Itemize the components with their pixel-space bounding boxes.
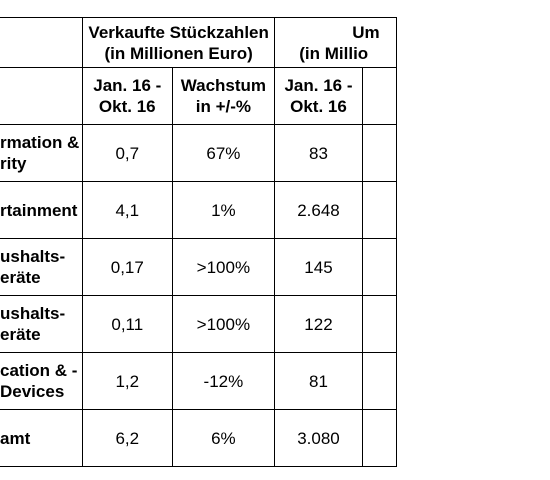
revenue-growth-cell: [361, 352, 398, 410]
header-empty-cell: [0, 67, 84, 125]
revenue-cell: 83: [274, 124, 363, 182]
revenue-growth-cell: [361, 124, 398, 182]
row-label-line2: Devices: [0, 382, 65, 401]
header-row-group: Verkaufte Stückzahlen (in Millionen Euro…: [0, 17, 397, 68]
header-growth-line2: in +/-%: [195, 97, 252, 116]
units-cell: 0,11: [82, 295, 173, 353]
header-units-group: Verkaufte Stückzahlen (in Millionen Euro…: [82, 17, 276, 68]
table-row: rtainment 4,1 1% 2.648: [0, 181, 398, 239]
growth-cell: >100%: [171, 295, 276, 353]
header-revenue-growth-empty: [361, 67, 398, 125]
row-label: rtainment: [0, 181, 84, 239]
header-revenue-period: Jan. 16 - Okt. 16: [274, 67, 363, 125]
header-revenue-period-line2: Okt. 16: [290, 97, 347, 116]
row-label: ushalts- eräte: [0, 295, 84, 353]
revenue-cell: 122: [274, 295, 363, 353]
growth-cell: -12%: [171, 352, 276, 410]
units-cell: 6,2: [82, 409, 173, 467]
table-row-total: amt 6,2 6% 3.080: [0, 409, 398, 467]
revenue-growth-cell: [361, 295, 398, 353]
units-cell: 4,1: [82, 181, 173, 239]
row-label: ushalts- eräte: [0, 238, 84, 296]
header-period-line1: Jan. 16 -: [93, 76, 162, 95]
row-label-line1: amt: [0, 428, 31, 448]
row-label-line1: rtainment: [0, 200, 78, 220]
revenue-cell: 81: [274, 352, 363, 410]
growth-cell: 67%: [171, 124, 276, 182]
table-row: ushalts- eräte 0,17 >100% 145: [0, 238, 398, 296]
row-label: rmation & rity: [0, 124, 84, 182]
growth-cell: 1%: [171, 181, 276, 239]
header-revenue-period-line1: Jan. 16 -: [284, 76, 353, 95]
table-row: cation & - Devices 1,2 -12% 81: [0, 352, 398, 410]
sales-table: Verkaufte Stückzahlen (in Millionen Euro…: [0, 17, 398, 467]
header-units-unit: (in Millionen Euro): [104, 43, 253, 63]
header-row-sub: Jan. 16 - Okt. 16 Wachstum in +/-% Jan. …: [0, 67, 398, 125]
header-empty-cell: [0, 17, 84, 68]
units-cell: 0,17: [82, 238, 173, 296]
header-revenue-group: Um (in Millio: [274, 17, 397, 68]
header-growth-line1: Wachstum: [180, 76, 267, 95]
row-label-line1: rmation &: [0, 133, 80, 152]
growth-cell: 6%: [171, 409, 276, 467]
row-label-line2: eräte: [0, 325, 41, 344]
row-label-line2: rity: [0, 154, 27, 173]
revenue-cell: 2.648: [274, 181, 363, 239]
revenue-growth-cell: [361, 409, 398, 467]
units-cell: 1,2: [82, 352, 173, 410]
header-revenue-title: Um: [352, 22, 380, 42]
table-row: ushalts- eräte 0,11 >100% 122: [0, 295, 398, 353]
row-label: cation & - Devices: [0, 352, 84, 410]
header-units-title: Verkaufte Stückzahlen: [88, 22, 269, 42]
header-growth: Wachstum in +/-%: [171, 67, 276, 125]
row-label-line1: cation & -: [0, 361, 78, 380]
header-units-period: Jan. 16 - Okt. 16: [82, 67, 173, 125]
revenue-growth-cell: [361, 238, 398, 296]
revenue-growth-cell: [361, 181, 398, 239]
header-revenue-unit: (in Millio: [299, 43, 369, 63]
revenue-cell: 3.080: [274, 409, 363, 467]
header-period-line2: Okt. 16: [98, 97, 156, 116]
units-cell: 0,7: [82, 124, 173, 182]
row-label-line1: ushalts-: [0, 304, 66, 323]
row-label-line1: ushalts-: [0, 247, 66, 266]
table-row: rmation & rity 0,7 67% 83: [0, 124, 398, 182]
row-label-line2: eräte: [0, 268, 41, 287]
growth-cell: >100%: [171, 238, 276, 296]
row-label: amt: [0, 409, 84, 467]
revenue-cell: 145: [274, 238, 363, 296]
